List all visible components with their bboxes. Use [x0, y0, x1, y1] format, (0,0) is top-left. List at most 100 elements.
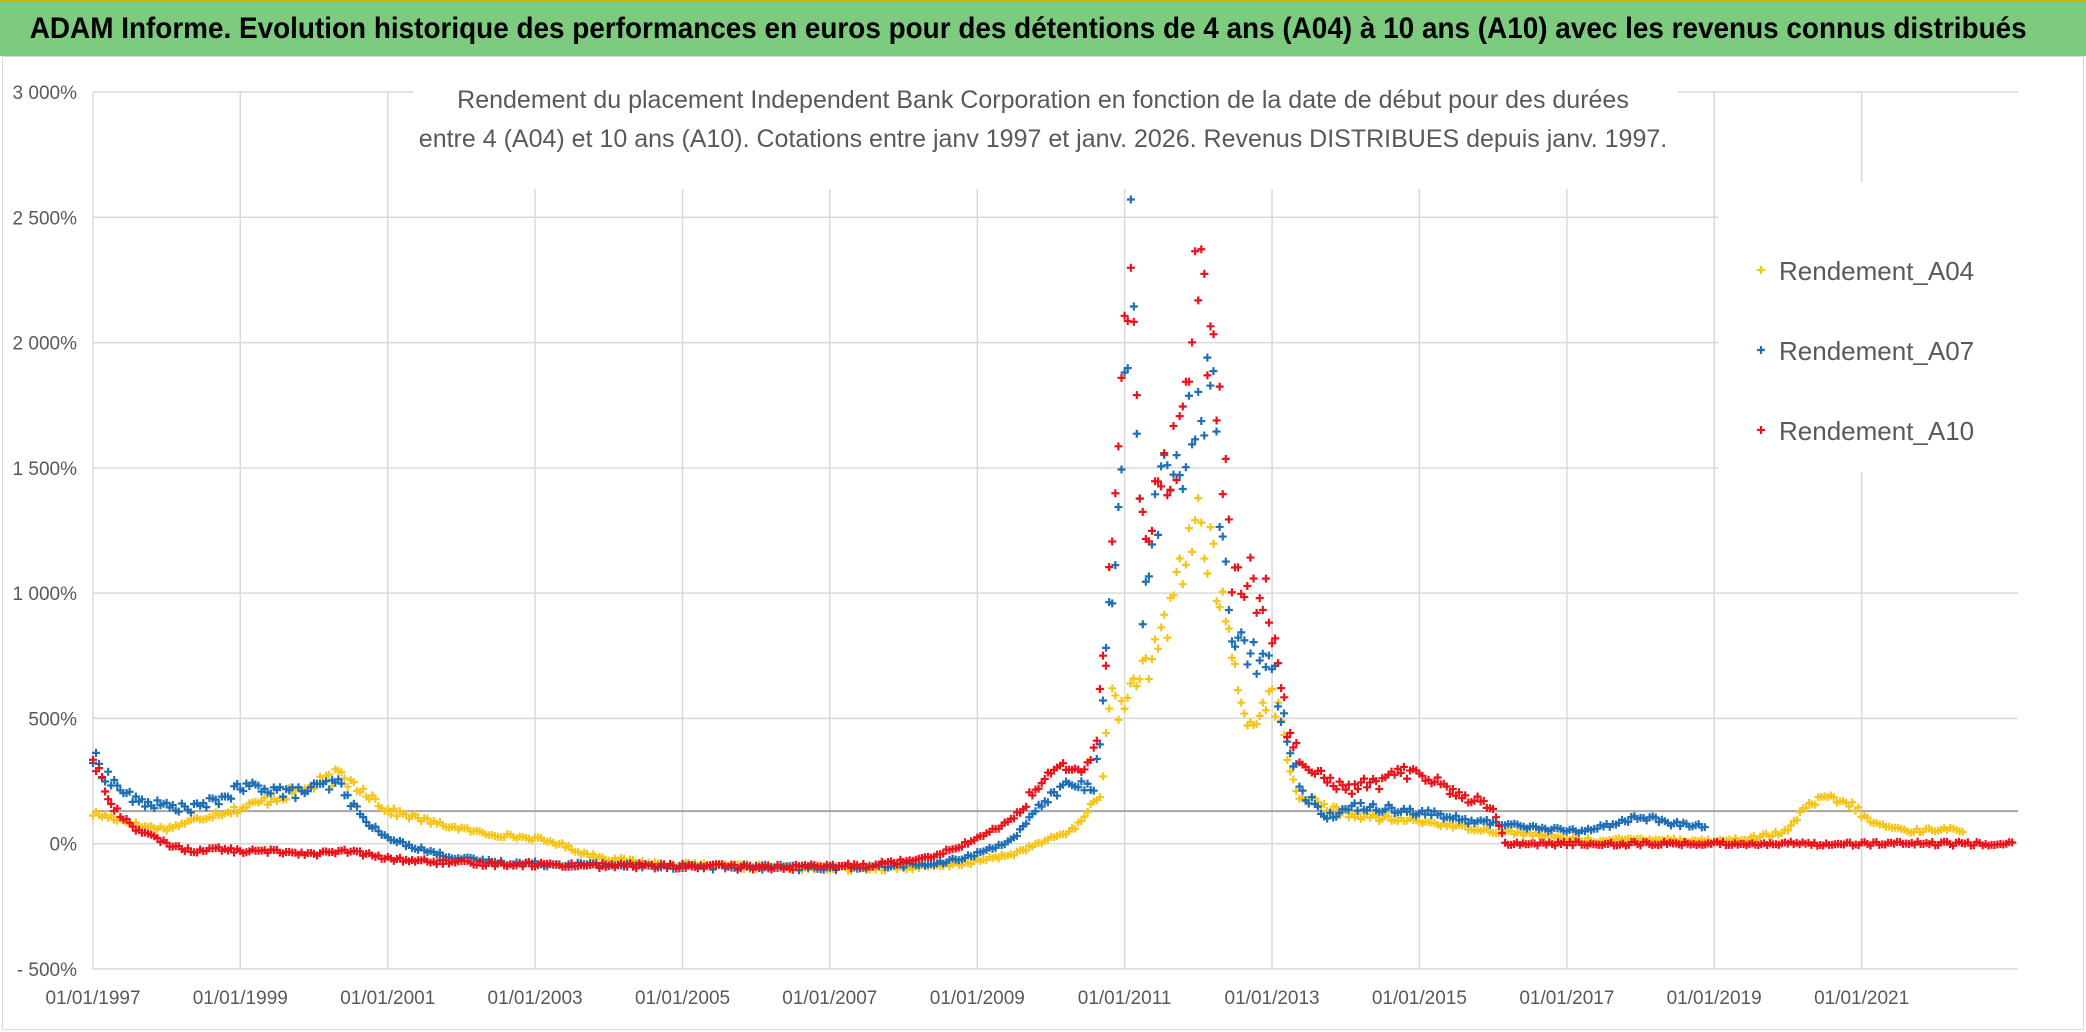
point-A07-39-2 [1181, 463, 1190, 472]
point-A10-13-10 [524, 857, 533, 866]
point-A10-31-0 [1102, 661, 1111, 670]
point-A04-46-3 [1252, 720, 1261, 729]
point-A07-3-0 [162, 798, 171, 807]
point-A10-36-5 [1191, 247, 1200, 256]
point-A10-48-0 [1489, 804, 1498, 813]
point-A10-40-2 [1255, 594, 1264, 603]
point-A04-10-1 [337, 768, 346, 777]
point-A04-66-6 [1863, 813, 1872, 822]
point-A04-36-0 [1095, 793, 1104, 802]
point-A07-11-0 [359, 813, 368, 822]
point-A04-37-1 [1111, 691, 1120, 700]
point-A07-36-0 [1126, 195, 1135, 204]
point-A07-37-4 [1151, 490, 1159, 499]
point-A10-45-5 [1393, 764, 1402, 773]
point-A10-47-7 [1473, 792, 1482, 801]
point-A04-12-2 [389, 804, 398, 813]
point-A04-35-4 [1083, 807, 1092, 816]
point-A10-46-1 [1418, 771, 1427, 780]
point-A07-3-2 [168, 800, 177, 809]
point-A04-45-1 [1234, 686, 1243, 695]
point-A04-50-5 [1332, 803, 1341, 812]
point-A10-48-2 [1495, 821, 1504, 830]
x-tick-label-8: 01/01/2013 [1225, 988, 1320, 1009]
x-tick-label-5: 01/01/2007 [782, 988, 877, 1009]
y-tick-label-4: 1 500% [13, 459, 78, 480]
point-A10-27-4 [1022, 802, 1031, 811]
point-A04-45-0 [1230, 659, 1239, 668]
point-A10-31-5 [1117, 373, 1126, 382]
point-A10-33-3 [1135, 494, 1144, 503]
point-A04-42-4 [1188, 547, 1197, 556]
point-A04-47-2 [1268, 685, 1277, 694]
point-A10-27-6 [1028, 791, 1037, 800]
point-A07-34-3 [1111, 561, 1120, 570]
point-A10-0-5 [104, 795, 113, 804]
point-A04-13-5 [423, 814, 432, 823]
point-A07-50-3 [1436, 809, 1445, 818]
y-tick-label-5: 2 000% [13, 334, 78, 355]
x-axis: 01/01/1997 01/01/1999 01/01/2001 01/01/2003… [45, 988, 1909, 1009]
point-A10-12-10 [487, 857, 496, 866]
legend-marker-A10 [1757, 426, 1765, 434]
point-A10-46-6 [1433, 773, 1442, 782]
point-A10-21-0 [788, 865, 797, 874]
point-A10-39-1 [1234, 563, 1243, 572]
point-A10-30-2 [1095, 684, 1104, 693]
point-A04-64-3 [1811, 800, 1820, 809]
point-A04-66-0 [1845, 802, 1854, 811]
point-A07-43-4 [1255, 656, 1264, 665]
point-A10-41-5 [1283, 733, 1292, 742]
point-A04-44-0 [1212, 597, 1221, 606]
point-A07-42-5 [1240, 636, 1249, 645]
point-A10-44-6 [1359, 774, 1368, 783]
point-A04-52-2 [1384, 812, 1393, 821]
point-A10-43-2 [1317, 766, 1326, 775]
point-A07-36-1 [1129, 302, 1138, 311]
point-A10-48-1 [1492, 813, 1501, 822]
point-A07-35-1 [1123, 364, 1132, 373]
point-A10-28-4 [1059, 759, 1068, 768]
grid [92, 91, 2018, 970]
point-A04-35-3 [1080, 812, 1089, 821]
point-A10-31-1 [1105, 563, 1114, 572]
chart-title: Rendement du placement Independent Bank … [413, 74, 1678, 189]
chart-svg: - 500% 0% 500% 1 000% 1 500% 2 000% 2 500% 3 00… [13, 74, 2018, 1009]
point-A10-1-7 [128, 822, 137, 831]
point-A07-11-4 [371, 822, 380, 831]
point-A07-46-3 [1307, 793, 1316, 802]
point-A07-39-1 [1178, 485, 1187, 494]
point-A04-43-1 [1197, 518, 1206, 527]
point-A10-37-1 [1197, 245, 1206, 254]
point-A07-42-1 [1228, 637, 1237, 646]
point-A07-7-5 [276, 783, 285, 792]
point-A04-44-1 [1215, 603, 1224, 612]
point-A07-37-1 [1141, 577, 1150, 586]
point-A07-51-6 [1482, 816, 1491, 825]
point-A10-31-2 [1108, 537, 1117, 546]
point-A10-37-3 [1203, 371, 1212, 380]
point-A07-5-0 [211, 795, 220, 804]
point-A04-37-0 [1108, 684, 1117, 693]
point-A07-0-4 [101, 777, 110, 786]
point-A04-63-0 [1783, 826, 1792, 835]
point-A07-32-1 [1074, 783, 1083, 792]
point-A10-27-8 [1034, 784, 1043, 793]
point-A10-46-9 [1442, 782, 1451, 791]
series-A07 [89, 195, 1709, 875]
point-A07-37-2 [1144, 572, 1153, 581]
data-points [89, 195, 2017, 875]
point-A04-43-4 [1206, 523, 1215, 532]
point-A07-41-5 [1221, 557, 1230, 566]
point-A10-45-6 [1396, 768, 1405, 777]
point-A10-0-2 [95, 764, 104, 773]
point-A07-44-1 [1264, 651, 1273, 660]
point-A07-41-4 [1218, 532, 1227, 541]
point-A07-4-0 [186, 808, 195, 817]
point-A04-43-3 [1203, 569, 1212, 578]
chart-title-line-2: entre 4 (A04) et 10 ans (A10). Cotations… [419, 125, 1667, 153]
point-A10-41-1 [1271, 634, 1280, 643]
legend-marker-A04 [1757, 266, 1765, 274]
point-A10-12-6 [475, 857, 484, 866]
point-A10-35-2 [1163, 491, 1172, 500]
